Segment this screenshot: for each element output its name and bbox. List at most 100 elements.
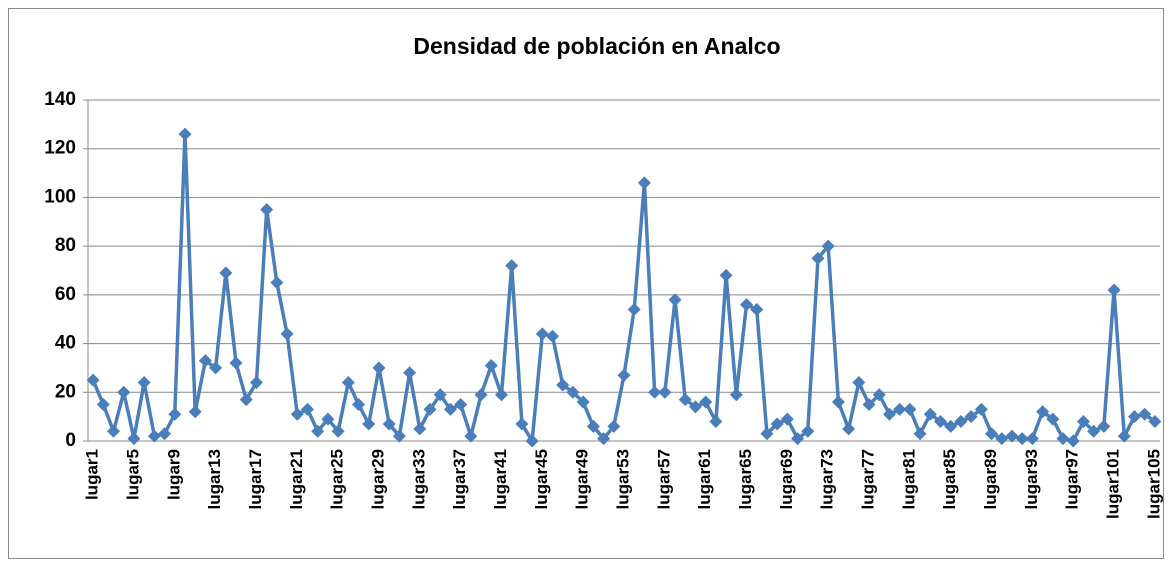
marker [1005,429,1019,443]
marker [699,395,713,409]
marker [260,203,274,217]
x-tick-label: lugar105 [1144,449,1163,519]
marker [147,429,161,443]
marker [954,415,968,429]
y-tick-label: 20 [55,381,76,402]
marker [985,427,999,441]
marker [494,388,508,402]
marker [454,397,468,411]
marker [209,361,223,375]
marker [586,419,600,433]
marker [107,424,121,438]
marker [301,402,315,416]
marker [1036,405,1050,419]
marker [1015,432,1029,446]
marker [382,417,396,431]
marker [658,385,672,399]
marker [117,385,131,399]
x-tick-label: lugar9 [164,449,183,500]
marker [576,395,590,409]
marker [321,412,335,426]
marker [964,410,978,424]
chart-title: Densidad de población en Analco [413,33,780,59]
marker [1087,424,1101,438]
x-tick-label: lugar33 [409,449,428,509]
marker [852,376,866,390]
marker [403,366,417,380]
marker [933,415,947,429]
marker [627,302,641,316]
marker [668,293,682,307]
marker [740,298,754,312]
marker [556,378,570,392]
x-tick-label: lugar25 [328,449,347,509]
x-tick-label: lugar29 [368,449,387,509]
marker [464,429,478,443]
marker [688,400,702,414]
y-tick-label: 40 [55,333,76,354]
x-tick-label: lugar45 [532,449,551,509]
marker [801,424,815,438]
marker [178,127,192,141]
x-tick-label: lugar53 [613,449,632,509]
marker [362,417,376,431]
x-tick-label: lugar85 [940,449,959,509]
marker [648,385,662,399]
marker [219,266,233,280]
y-tick-label: 0 [65,430,76,451]
marker [484,358,498,372]
y-tick-label: 60 [55,284,76,305]
marker [1046,412,1060,426]
y-tick-label: 140 [44,89,76,110]
marker [1148,415,1162,429]
marker [944,419,958,433]
marker [1076,415,1090,429]
marker [198,354,212,368]
x-tick-label: lugar5 [123,449,142,500]
marker [1117,429,1131,443]
marker [1127,410,1141,424]
x-tick-label: lugar65 [736,449,755,509]
x-tick-label: lugar57 [654,449,673,509]
marker [372,361,386,375]
marker [188,405,202,419]
marker [913,427,927,441]
marker [546,329,560,343]
y-tick-label: 80 [55,235,76,256]
marker [270,276,284,290]
marker [1056,432,1070,446]
marker [341,376,355,390]
x-tick-label: lugar69 [777,449,796,509]
marker [413,422,427,436]
marker [1025,432,1039,446]
marker [280,327,294,341]
marker [719,268,733,282]
marker [872,388,886,402]
marker [290,407,304,421]
marker [1107,283,1121,297]
x-tick-label: lugar13 [205,449,224,509]
x-tick-label: lugar21 [287,449,306,509]
marker [433,388,447,402]
x-tick-label: lugar61 [695,449,714,509]
marker [443,402,457,416]
marker [607,419,621,433]
marker [903,402,917,416]
marker [525,434,539,448]
marker [168,407,182,421]
marker [423,402,437,416]
marker [729,388,743,402]
marker [709,415,723,429]
x-tick-label: lugar89 [981,449,1000,509]
marker [249,376,263,390]
marker [678,393,692,407]
marker [770,417,784,431]
marker [995,432,1009,446]
marker [331,424,345,438]
marker [750,302,764,316]
marker [566,385,580,399]
marker [780,412,794,426]
x-tick-label: lugar93 [1022,449,1041,509]
marker [1066,434,1080,448]
